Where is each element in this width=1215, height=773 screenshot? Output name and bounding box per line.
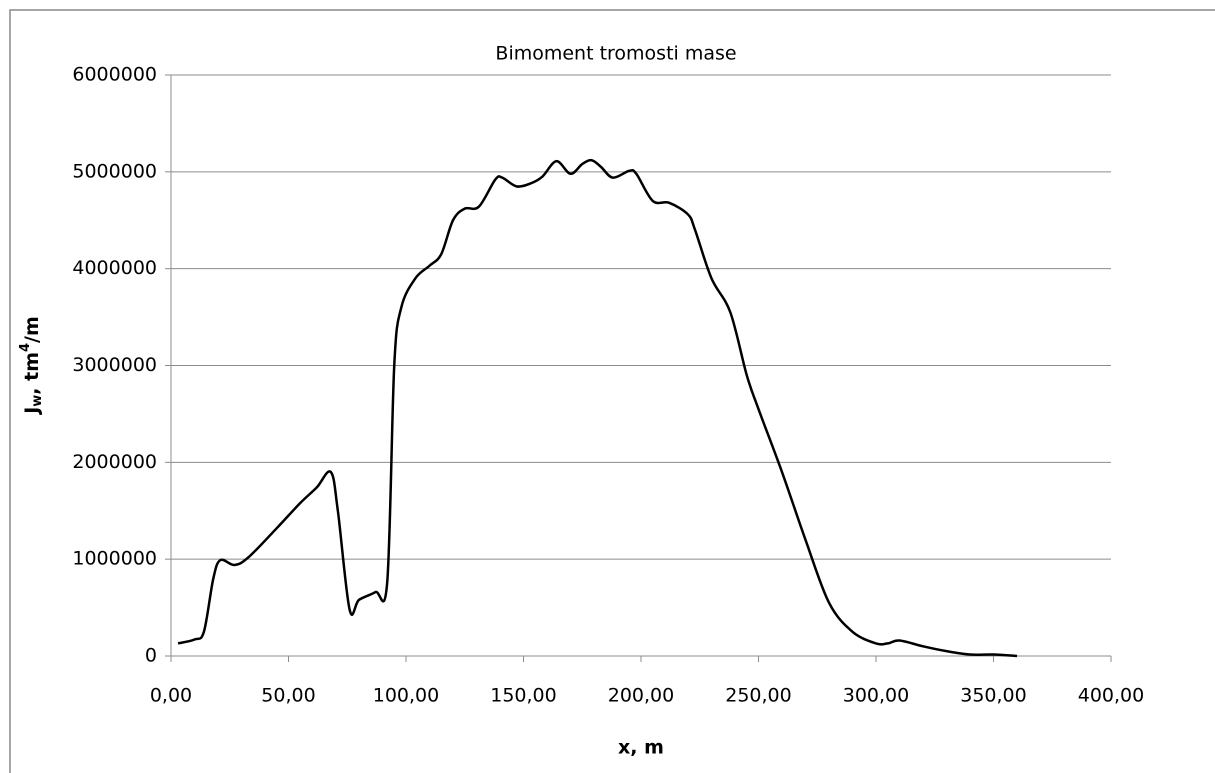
y-tick-label: 0 [145, 645, 157, 667]
x-tick-label: 300,00 [843, 685, 909, 707]
y-label-main: J [21, 407, 43, 416]
x-axis-label: x, m [618, 737, 664, 759]
y-label-end: /m [21, 316, 43, 343]
y-tick-label: 5000000 [72, 160, 157, 182]
y-axis-label: Jw, tm4/m [18, 316, 45, 416]
y-tick-label: 3000000 [72, 354, 157, 376]
x-tick-label: 400,00 [1078, 685, 1144, 707]
x-tick-label: 350,00 [960, 685, 1026, 707]
chart-title: Bimoment tromosti mase [495, 43, 736, 65]
x-tick-label: 50,00 [261, 685, 315, 707]
x-tick-label: 150,00 [490, 685, 556, 707]
x-tick-label: 100,00 [373, 685, 439, 707]
y-tick-label: 2000000 [72, 451, 157, 473]
y-label-sup: 4 [18, 343, 33, 352]
y-label-sub: w [30, 395, 45, 407]
y-tick-label: 4000000 [72, 257, 157, 279]
x-tick-label: 200,00 [608, 685, 674, 707]
x-tick-label: 0,00 [150, 685, 192, 707]
y-tick-label: 6000000 [72, 64, 157, 86]
chart-frame [9, 9, 1215, 773]
x-tick-label: 250,00 [725, 685, 791, 707]
y-tick-label: 1000000 [72, 548, 157, 570]
y-label-mid: , tm [21, 352, 43, 395]
line-series [177, 158, 1018, 658]
